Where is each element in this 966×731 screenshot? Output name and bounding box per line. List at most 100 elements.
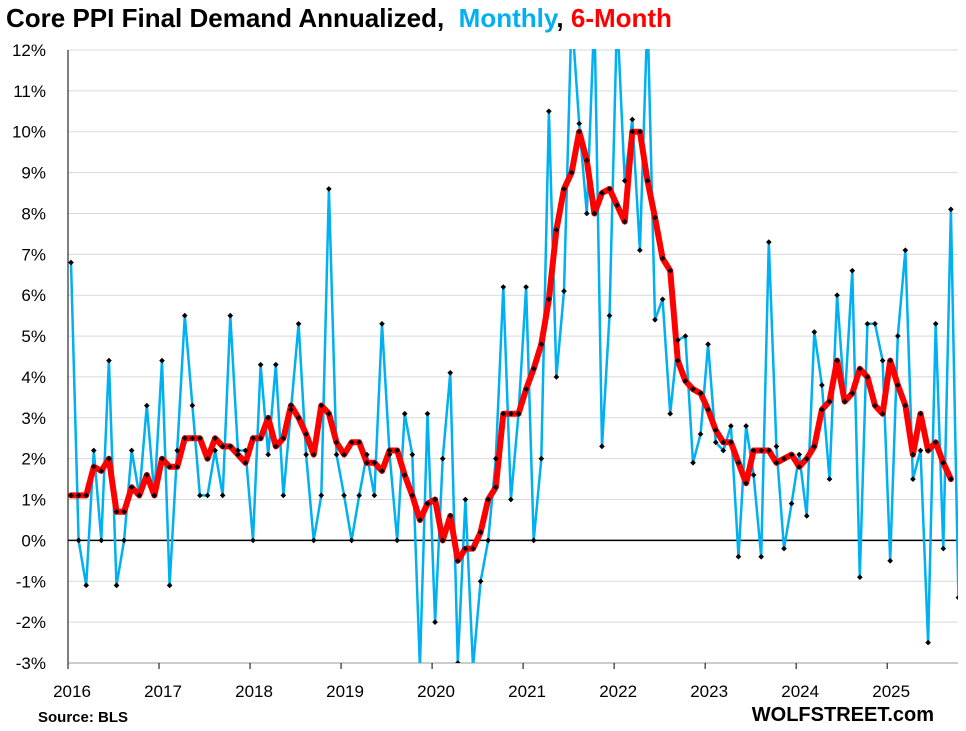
point-6-month [750, 447, 757, 454]
y-tick-label: -2% [16, 613, 46, 632]
y-tick-label: 7% [21, 245, 46, 264]
point-6-month [682, 378, 689, 384]
point-6-month [591, 210, 598, 217]
point-monthly [523, 284, 529, 290]
point-6-month [371, 459, 378, 466]
point-monthly [189, 402, 196, 409]
point-monthly [932, 320, 939, 327]
y-tick-label: 11% [13, 82, 46, 101]
point-6-month [454, 558, 461, 564]
y-tick-label: 4% [21, 368, 46, 387]
point-monthly [166, 582, 173, 589]
point-6-month [834, 357, 840, 364]
point-monthly [454, 660, 461, 663]
point-6-month [68, 492, 74, 499]
point-monthly [879, 357, 886, 364]
point-monthly [788, 500, 795, 507]
point-monthly [659, 296, 666, 303]
point-monthly [90, 447, 97, 454]
point-6-month [917, 410, 924, 417]
point-6-month [538, 341, 545, 348]
point-6-month [265, 414, 272, 421]
point-monthly [637, 247, 643, 254]
point-monthly [310, 537, 317, 544]
point-monthly [363, 451, 370, 458]
point-monthly [371, 492, 378, 499]
x-tick-label: 2023 [690, 682, 728, 701]
point-6-month [697, 390, 704, 397]
point-monthly [743, 423, 749, 429]
point-6-month [128, 484, 135, 491]
point-monthly [894, 333, 901, 339]
point-monthly [242, 447, 249, 454]
point-6-month [257, 435, 264, 442]
point-monthly [781, 545, 787, 552]
point-6-month [219, 443, 226, 450]
point-6-month [583, 157, 590, 164]
point-6-month [879, 410, 886, 417]
axes [67, 50, 958, 669]
x-tick-label: 2018 [235, 682, 273, 701]
point-monthly [500, 284, 507, 290]
point-monthly [530, 537, 537, 544]
point-6-month [500, 410, 507, 417]
point-monthly [811, 329, 818, 335]
chart-title: Core PPI Final Demand Annualized, Monthl… [6, 3, 672, 34]
point-monthly [614, 10, 620, 16]
point-monthly [235, 447, 241, 454]
point-monthly [629, 116, 636, 123]
point-monthly [348, 537, 355, 544]
point-monthly [159, 357, 165, 364]
x-tick-label: 2025 [872, 682, 910, 701]
point-monthly [417, 664, 423, 670]
point-monthly [940, 545, 947, 552]
point-monthly [257, 361, 264, 368]
point-monthly [667, 410, 674, 417]
point-monthly [592, 10, 598, 16]
point-monthly [819, 382, 825, 388]
point-6-month [523, 386, 529, 393]
point-6-month [394, 447, 401, 454]
point-6-month [424, 500, 431, 507]
point-monthly [121, 537, 127, 544]
point-6-month [235, 451, 241, 458]
point-monthly [606, 312, 613, 319]
point-monthly [735, 553, 742, 560]
point-6-month [136, 492, 143, 499]
point-6-month [910, 451, 916, 458]
point-monthly [834, 292, 840, 299]
point-monthly [219, 492, 226, 499]
source-label: Source: BLS [38, 709, 129, 726]
point-monthly [113, 582, 120, 589]
title-main: Core PPI Final Demand Annualized, [6, 3, 445, 33]
y-tick-label: 12% [12, 41, 46, 60]
x-tick-label: 2020 [417, 682, 455, 701]
point-6-month [492, 484, 499, 491]
point-6-month [409, 492, 416, 499]
point-monthly [197, 492, 203, 499]
point-monthly [326, 186, 332, 192]
point-6-month [872, 402, 878, 409]
point-6-month [250, 435, 256, 442]
series-line-monthly [69, 49, 958, 663]
point-6-month [803, 455, 810, 462]
point-monthly [645, 10, 651, 16]
point-6-month [303, 431, 309, 437]
x-tick-label: 2024 [781, 682, 819, 701]
point-monthly [955, 594, 958, 601]
point-monthly [68, 259, 74, 266]
brand-label: WOLFSTREET.com [751, 704, 934, 726]
point-6-month [621, 218, 628, 225]
point-monthly [508, 496, 514, 503]
point-monthly [826, 476, 833, 482]
point-6-month [310, 451, 317, 458]
y-gridlines [68, 49, 958, 623]
title-separator: , [556, 3, 564, 33]
point-6-month [348, 439, 355, 446]
point-monthly [796, 451, 803, 458]
y-tick-label: 3% [21, 409, 46, 428]
y-tick-label: 1% [21, 491, 46, 510]
point-monthly [204, 492, 211, 499]
point-monthly [318, 492, 325, 499]
